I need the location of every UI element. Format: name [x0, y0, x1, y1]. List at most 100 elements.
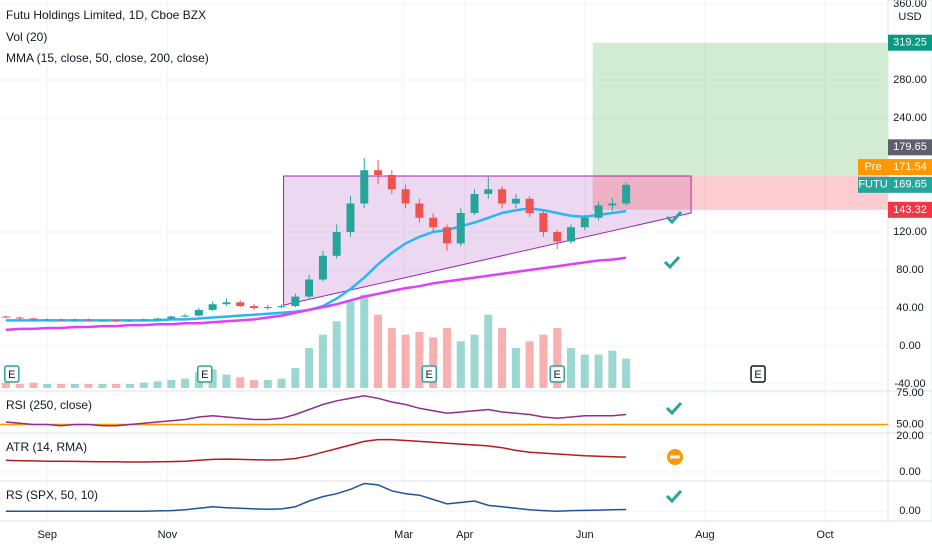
volume-bar	[167, 380, 176, 388]
volume-bar	[442, 328, 451, 388]
volume-bar	[70, 384, 79, 388]
x-tick-label: Nov	[158, 529, 178, 541]
pane-title: RSI (250, close)	[6, 398, 92, 412]
volume-bar	[43, 384, 52, 388]
candle-body	[125, 320, 134, 322]
volume-bar	[181, 378, 190, 388]
volume-bar	[498, 328, 507, 388]
candle-body	[57, 319, 66, 321]
pane-label-bg	[2, 439, 122, 455]
volume-bar	[387, 328, 396, 388]
volume-bar	[429, 337, 438, 388]
price-label-box	[888, 176, 932, 193]
candle-body	[29, 318, 38, 320]
volume-bar	[208, 369, 217, 388]
candle-body	[181, 315, 190, 317]
candle-body	[208, 304, 217, 310]
pane-title: RS (SPX, 50, 10)	[6, 488, 98, 502]
y-tick-label: -40.00	[894, 378, 925, 390]
candle-body	[401, 189, 410, 204]
x-tick-label: Jun	[576, 529, 594, 541]
earnings-label: E	[426, 369, 433, 381]
candle-body	[70, 319, 79, 321]
candle-body	[43, 319, 52, 321]
price-label: 143.32	[893, 204, 927, 216]
volume-bar	[29, 382, 38, 388]
volume-bar	[608, 350, 617, 388]
price-label-name: Pre	[864, 161, 881, 173]
earnings-label: E	[554, 369, 561, 381]
moving-average	[5, 256, 627, 332]
volume-bar	[360, 294, 369, 388]
volume-bar	[15, 384, 24, 388]
volume-bar	[511, 348, 520, 388]
volume-bar	[98, 384, 107, 388]
earnings-icon	[750, 365, 766, 383]
y-tick-label: 75.00	[896, 387, 924, 399]
earnings-label: E	[754, 369, 761, 381]
candle-body	[222, 302, 231, 305]
pane-label-bg	[2, 487, 122, 503]
volume-bar	[332, 321, 341, 388]
candle-body	[498, 189, 507, 204]
earnings-icon	[421, 365, 437, 383]
check-icon	[665, 489, 683, 504]
volume-bar	[580, 354, 589, 388]
y-tick-label: 120.00	[893, 226, 927, 238]
loss-zone	[592, 175, 888, 210]
candle-body	[539, 213, 548, 233]
y-tick-label: 20.00	[896, 430, 924, 442]
indicator-line	[5, 395, 627, 427]
candle-body	[346, 203, 355, 233]
pane-label-bg	[2, 397, 122, 413]
warning-icon-bar	[670, 455, 680, 459]
volume-bar	[594, 354, 603, 388]
candle-body	[1, 316, 10, 318]
earnings-icon	[197, 365, 213, 383]
triangle-pattern	[283, 175, 692, 306]
price-label-box	[888, 139, 932, 156]
candle-body	[318, 255, 327, 280]
chart-title: Futu Holdings Limited, 1D, Cboe BZX	[6, 8, 206, 22]
earnings-label: E	[8, 369, 15, 381]
volume-bar	[401, 334, 410, 388]
candle-body	[277, 306, 286, 308]
candle-body	[332, 232, 341, 256]
price-label: 171.54	[893, 161, 927, 173]
earnings-label: E	[201, 369, 208, 381]
volume-bar	[415, 332, 424, 388]
candle-body	[153, 318, 162, 320]
candle-body	[360, 170, 369, 204]
indicator-line	[5, 438, 627, 463]
volume-bar	[305, 348, 314, 388]
x-tick-label: Apr	[456, 529, 473, 541]
y-tick-label: 0.00	[899, 340, 920, 352]
candle-body	[112, 320, 121, 322]
x-tick-label: Mar	[394, 529, 413, 541]
price-label: 169.65	[893, 179, 927, 191]
candle-body	[553, 232, 562, 242]
indicator-label: Vol (20)	[6, 30, 47, 44]
candle-body	[566, 227, 575, 242]
candle-body	[511, 198, 520, 204]
candle-body	[622, 184, 631, 204]
volume-bar	[139, 382, 148, 388]
volume-bar	[263, 380, 272, 388]
signal-icons	[663, 210, 683, 504]
candle-body	[470, 194, 479, 214]
candle-body	[442, 227, 451, 244]
profit-zone	[592, 42, 888, 176]
volume-bar	[236, 377, 245, 388]
price-label: 319.25	[893, 37, 927, 49]
y-tick-label: 80.00	[896, 264, 924, 276]
x-tick-label: Aug	[695, 529, 715, 541]
y-tick-label: 240.00	[893, 112, 927, 124]
candle-body	[608, 203, 617, 206]
pane-title: ATR (14, RMA)	[6, 440, 87, 454]
candle-body	[305, 279, 314, 297]
candle-body	[98, 320, 107, 322]
volume-bar	[125, 384, 134, 388]
x-tick-label: Oct	[816, 529, 833, 541]
